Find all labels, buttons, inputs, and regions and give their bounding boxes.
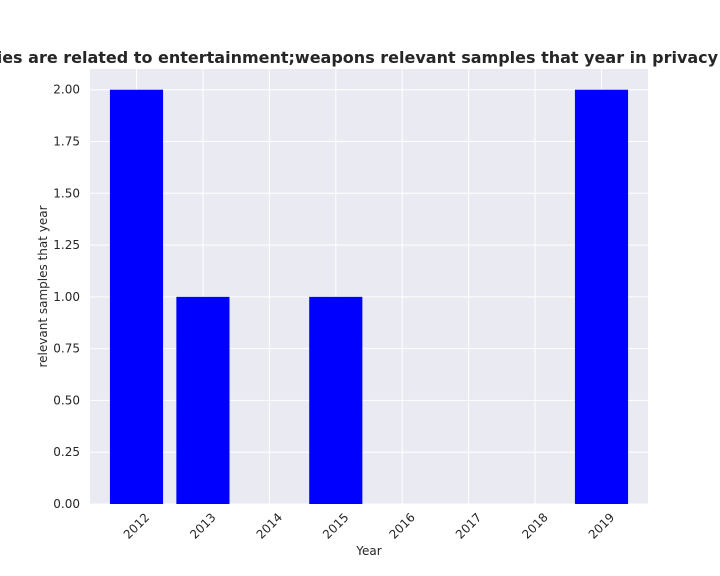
bar-2019 — [574, 89, 629, 504]
bar-2013 — [176, 296, 230, 504]
y-tick-label: 1.25 — [53, 238, 80, 252]
y-tick-label: 1.50 — [53, 186, 80, 200]
x-tick-label: 2012 — [121, 510, 152, 541]
bars — [109, 89, 629, 504]
x-tick-label: 2019 — [586, 510, 617, 541]
bar-2015 — [309, 296, 363, 504]
y-axis-label: relevant samples that year — [36, 205, 50, 367]
y-tick-label: 1.00 — [53, 290, 80, 304]
y-tick-label: 1.75 — [53, 135, 80, 149]
x-axis-label: Year — [355, 544, 381, 558]
plot-area — [90, 69, 648, 504]
y-tick-label: 0.25 — [53, 445, 80, 459]
y-tick-label: 2.00 — [53, 83, 80, 97]
x-tick-label: 2018 — [519, 510, 550, 541]
chart-title: categories are related to entertainment;… — [0, 48, 720, 67]
x-tick-label: 2016 — [386, 510, 417, 541]
x-tick-labels: 2012 2013 2014 2015 2016 2017 2018 2019 — [121, 510, 617, 541]
x-tick-label: 2013 — [187, 510, 218, 541]
x-tick-label: 2017 — [453, 510, 484, 541]
y-tick-labels: 0.00 0.25 0.50 0.75 1.00 1.25 1.50 1.75 2.00 — [53, 83, 80, 511]
bar-2012 — [109, 89, 164, 504]
y-tick-label: 0.50 — [53, 393, 80, 407]
x-tick-label: 2015 — [320, 510, 351, 541]
y-tick-label: 0.75 — [53, 342, 80, 356]
x-tick-label: 2014 — [254, 510, 285, 541]
y-tick-label: 0.00 — [53, 497, 80, 511]
